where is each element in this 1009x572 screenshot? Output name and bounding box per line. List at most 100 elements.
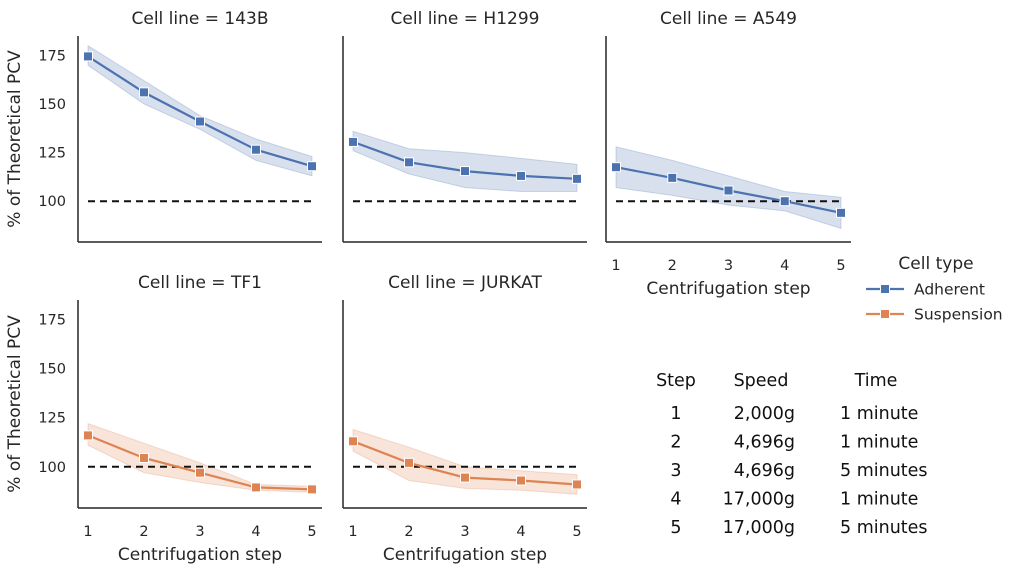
data-point [307,484,317,495]
table-header: Step [656,371,696,391]
x-tick-label: 4 [780,258,789,274]
table-cell: 5 minutes [840,518,928,538]
table-cell: 4,696g [734,461,795,481]
table-cell: 5 minutes [840,461,928,481]
legend-marker [880,284,890,294]
table-row: 4 17,000g 1 minute [670,490,918,510]
x-tick-label: 3 [195,524,204,540]
x-axis-label: Centrifugation step [118,545,282,565]
data-point [139,452,149,463]
table-cell: 2,000g [734,404,795,424]
confidence-band [352,428,578,495]
x-tick-label: 2 [139,524,148,540]
data-point [348,136,358,147]
x-axis-label: Centrifugation step [383,545,547,565]
y-tick-label: 100 [38,460,66,476]
x-tick-label: 5 [307,524,316,540]
y-axis-label: % of Theoretical PCV [5,50,25,228]
y-tick-label: 125 [38,146,66,162]
data-point [460,472,470,483]
data-point [516,475,526,486]
x-tick-label: 5 [836,258,845,274]
table-cell: 4 [670,490,681,510]
y-tick-label: 175 [38,313,66,329]
legend-marker [880,309,890,319]
y-tick-label: 125 [38,411,66,427]
data-point [611,162,621,173]
x-tick-label: 3 [460,524,469,540]
data-point [404,457,414,468]
y-tick-label: 150 [38,97,66,113]
legend-label: Adherent [914,281,985,299]
table-cell: 1 minute [840,433,918,453]
y-tick-label: 150 [38,362,66,378]
table-cell: 5 [670,518,681,538]
panel-5: Cell line = JURKAT 1 2 3 4 5 Centrifugation st… [342,273,587,565]
table-cell: 1 [670,404,681,424]
data-point [139,87,149,98]
table-cell: 4,696g [734,433,795,453]
confidence-band [87,44,313,177]
table-cell: 17,000g [723,518,795,538]
legend-title: Cell type [898,254,973,274]
data-point [779,196,790,207]
panel-title: Cell line = TF1 [138,273,262,293]
legend-entry-adherent: Adherent [866,281,985,299]
x-tick-label: 1 [83,524,92,540]
y-tick-label: 175 [38,48,66,64]
panel-title: Cell line = H1299 [391,9,540,29]
x-tick-label: 3 [724,258,733,274]
x-tick-label: 5 [572,524,581,540]
data-point [195,116,205,127]
table-row: 2 4,696g 1 minute [670,433,918,453]
panel-title: Cell line = A549 [660,9,797,29]
table-cell: 3 [670,461,681,481]
data-point [460,166,470,177]
x-axis-label: Centrifugation step [646,279,810,299]
legend-entry-suspension: Suspension [866,306,1003,324]
data-point [836,207,846,218]
table-row: 1 2,000g 1 minute [670,404,918,424]
panel-3: Cell line = A549 1 2 3 4 5 Centrifugation step [605,9,851,299]
x-tick-label: 2 [404,524,413,540]
confidence-band [352,130,578,192]
panel-title: Cell line = JURKAT [388,273,542,293]
table-cell: 1 minute [840,490,918,510]
panel-2: Cell line = H1299 [342,9,587,243]
table-row: 5 17,000g 5 minutes [670,518,927,538]
legend-label: Suspension [914,306,1003,324]
table-cell: 17,000g [723,490,795,510]
data-point [195,467,205,478]
data-point [572,479,582,490]
table-cell: 2 [670,433,681,453]
data-point [251,482,261,493]
x-tick-label: 1 [348,524,357,540]
table-header: Speed [734,371,789,391]
data-point [83,51,93,62]
table-row: 3 4,696g 5 minutes [670,461,927,481]
data-point [307,161,317,172]
data-point [667,172,678,183]
x-tick-label: 4 [251,524,260,540]
table-header: Time [854,371,898,391]
data-point [516,170,526,181]
data-point [348,436,358,447]
centrifugation-table: Step Speed Time 1 2,000g 1 minute 2 4,696g 1 min… [656,371,927,538]
table-cell: 1 minute [840,404,918,424]
legend: Cell type Adherent Suspension [866,254,1003,324]
data-point [404,157,414,168]
data-point [83,430,93,441]
x-tick-label: 4 [516,524,525,540]
data-point [723,185,734,196]
confidence-band [87,422,313,493]
y-axis-label: % of Theoretical PCV [5,315,25,493]
y-tick-label: 100 [38,194,66,210]
x-tick-label: 2 [668,258,677,274]
x-tick-label: 1 [611,258,620,274]
panel-title: Cell line = 143B [131,9,268,29]
data-point [251,144,261,155]
panel-1: Cell line = 143B 100 125 150 175 % of Theoret… [5,9,322,243]
data-point [572,173,582,184]
